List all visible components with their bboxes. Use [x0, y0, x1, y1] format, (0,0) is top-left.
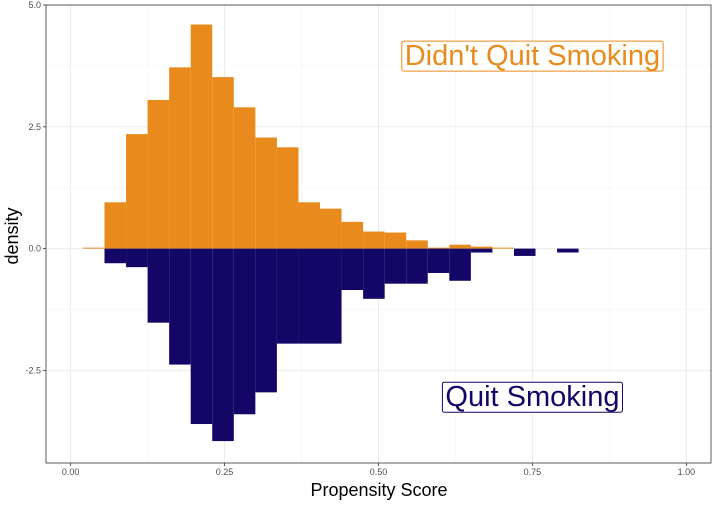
- y-axis-title: density: [2, 207, 22, 264]
- annotation-label: Didn't Quit Smoking: [405, 40, 660, 72]
- histogram-bar: [427, 248, 450, 273]
- histogram-bar: [212, 248, 234, 442]
- x-axis-ticks: 0.00 0.25 0.50 0.75 1.00: [62, 463, 695, 477]
- annotation-box: [401, 40, 664, 72]
- annotation-label: Quit Smoking: [445, 381, 619, 413]
- histogram-bar: [190, 24, 213, 249]
- histogram-bar: [363, 248, 385, 299]
- series-annotation: Quit Smoking: [441, 381, 623, 413]
- histogram-bar: [276, 147, 299, 249]
- histogram-bar: [104, 248, 127, 264]
- histogram-bar: [147, 100, 170, 249]
- histogram-bar: [470, 246, 493, 249]
- histogram-bars: [82, 24, 579, 442]
- y-tick-label: 0.0: [28, 244, 41, 254]
- y-tick-label: 2.5: [28, 122, 41, 132]
- histogram-bar: [449, 244, 471, 249]
- histogram-bar: [320, 248, 342, 344]
- histogram-bar: [104, 202, 127, 249]
- histogram-bar: [341, 221, 364, 249]
- histogram-bar: [169, 248, 191, 365]
- histogram-bar: [255, 248, 277, 393]
- histogram-bar: [557, 248, 579, 253]
- histogram-bar: [255, 137, 277, 249]
- histogram-bar: [233, 248, 256, 415]
- y-axis-ticks: -2.5 0.0 2.5 5.0: [25, 0, 46, 375]
- histogram-bar: [513, 248, 536, 256]
- histogram-bar: [341, 248, 364, 291]
- histogram-bar: [320, 208, 342, 249]
- histogram-bar: [126, 248, 148, 268]
- histogram-bar: [147, 248, 170, 323]
- x-tick-label: 1.00: [678, 467, 696, 477]
- histogram-bar: [169, 67, 191, 249]
- histogram-bar: [363, 231, 385, 249]
- histogram-bar: [449, 248, 471, 281]
- histogram-bar: [427, 247, 450, 249]
- histogram-bar: [406, 240, 428, 249]
- x-tick-label: 0.50: [370, 467, 388, 477]
- annotations: Didn't Quit Smoking Quit Smoking: [401, 40, 664, 413]
- x-axis-title: Propensity Score: [310, 480, 447, 500]
- histogram-bar: [384, 232, 407, 249]
- histogram-bar: [126, 134, 148, 249]
- y-tick-label: 5.0: [28, 0, 41, 10]
- histogram-bar: [470, 248, 493, 253]
- histogram-bar: [212, 77, 234, 249]
- histogram-bar: [406, 248, 428, 284]
- histogram-bar: [492, 247, 514, 249]
- x-tick-label: 0.00: [62, 467, 80, 477]
- y-tick-label: -2.5: [25, 365, 41, 375]
- histogram-bar: [233, 107, 256, 249]
- histogram-bar: [190, 248, 213, 425]
- histogram-bar: [276, 248, 299, 344]
- histogram-bar: [82, 247, 105, 249]
- annotation-box: [441, 381, 623, 413]
- x-tick-label: 0.75: [524, 467, 542, 477]
- histogram-bar: [298, 248, 321, 344]
- x-tick-label: 0.25: [216, 467, 234, 477]
- histogram-bar: [298, 202, 321, 249]
- histogram-bar: [384, 248, 407, 284]
- series-annotation: Didn't Quit Smoking: [401, 40, 664, 72]
